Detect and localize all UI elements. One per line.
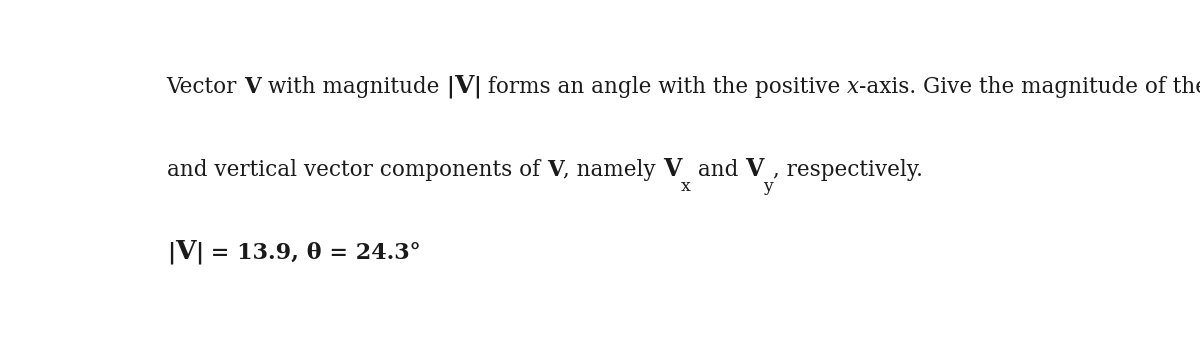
Text: V: V	[662, 157, 682, 181]
Text: with magnitude: with magnitude	[260, 76, 446, 98]
Text: |: |	[196, 242, 204, 264]
Text: V: V	[547, 159, 564, 181]
Text: x: x	[847, 76, 859, 98]
Text: and vertical vector components of: and vertical vector components of	[167, 159, 547, 181]
Text: V: V	[745, 157, 763, 181]
Text: V: V	[454, 74, 473, 98]
Text: V: V	[244, 76, 260, 98]
Text: x: x	[682, 178, 691, 195]
Text: , namely: , namely	[564, 159, 662, 181]
Text: -axis. Give the magnitude of the horizontal: -axis. Give the magnitude of the horizon…	[859, 76, 1200, 98]
Text: |: |	[167, 242, 175, 264]
Text: |: |	[446, 76, 454, 98]
Text: and: and	[691, 159, 745, 181]
Text: forms an angle with the positive: forms an angle with the positive	[481, 76, 847, 98]
Text: = 13.9,: = 13.9,	[204, 242, 299, 264]
Text: θ = 24.3°: θ = 24.3°	[299, 242, 421, 264]
Text: V: V	[175, 239, 196, 264]
Text: |: |	[473, 76, 481, 98]
Text: , respectively.: , respectively.	[773, 159, 923, 181]
Text: y: y	[763, 178, 773, 195]
Text: Vector: Vector	[167, 76, 244, 98]
